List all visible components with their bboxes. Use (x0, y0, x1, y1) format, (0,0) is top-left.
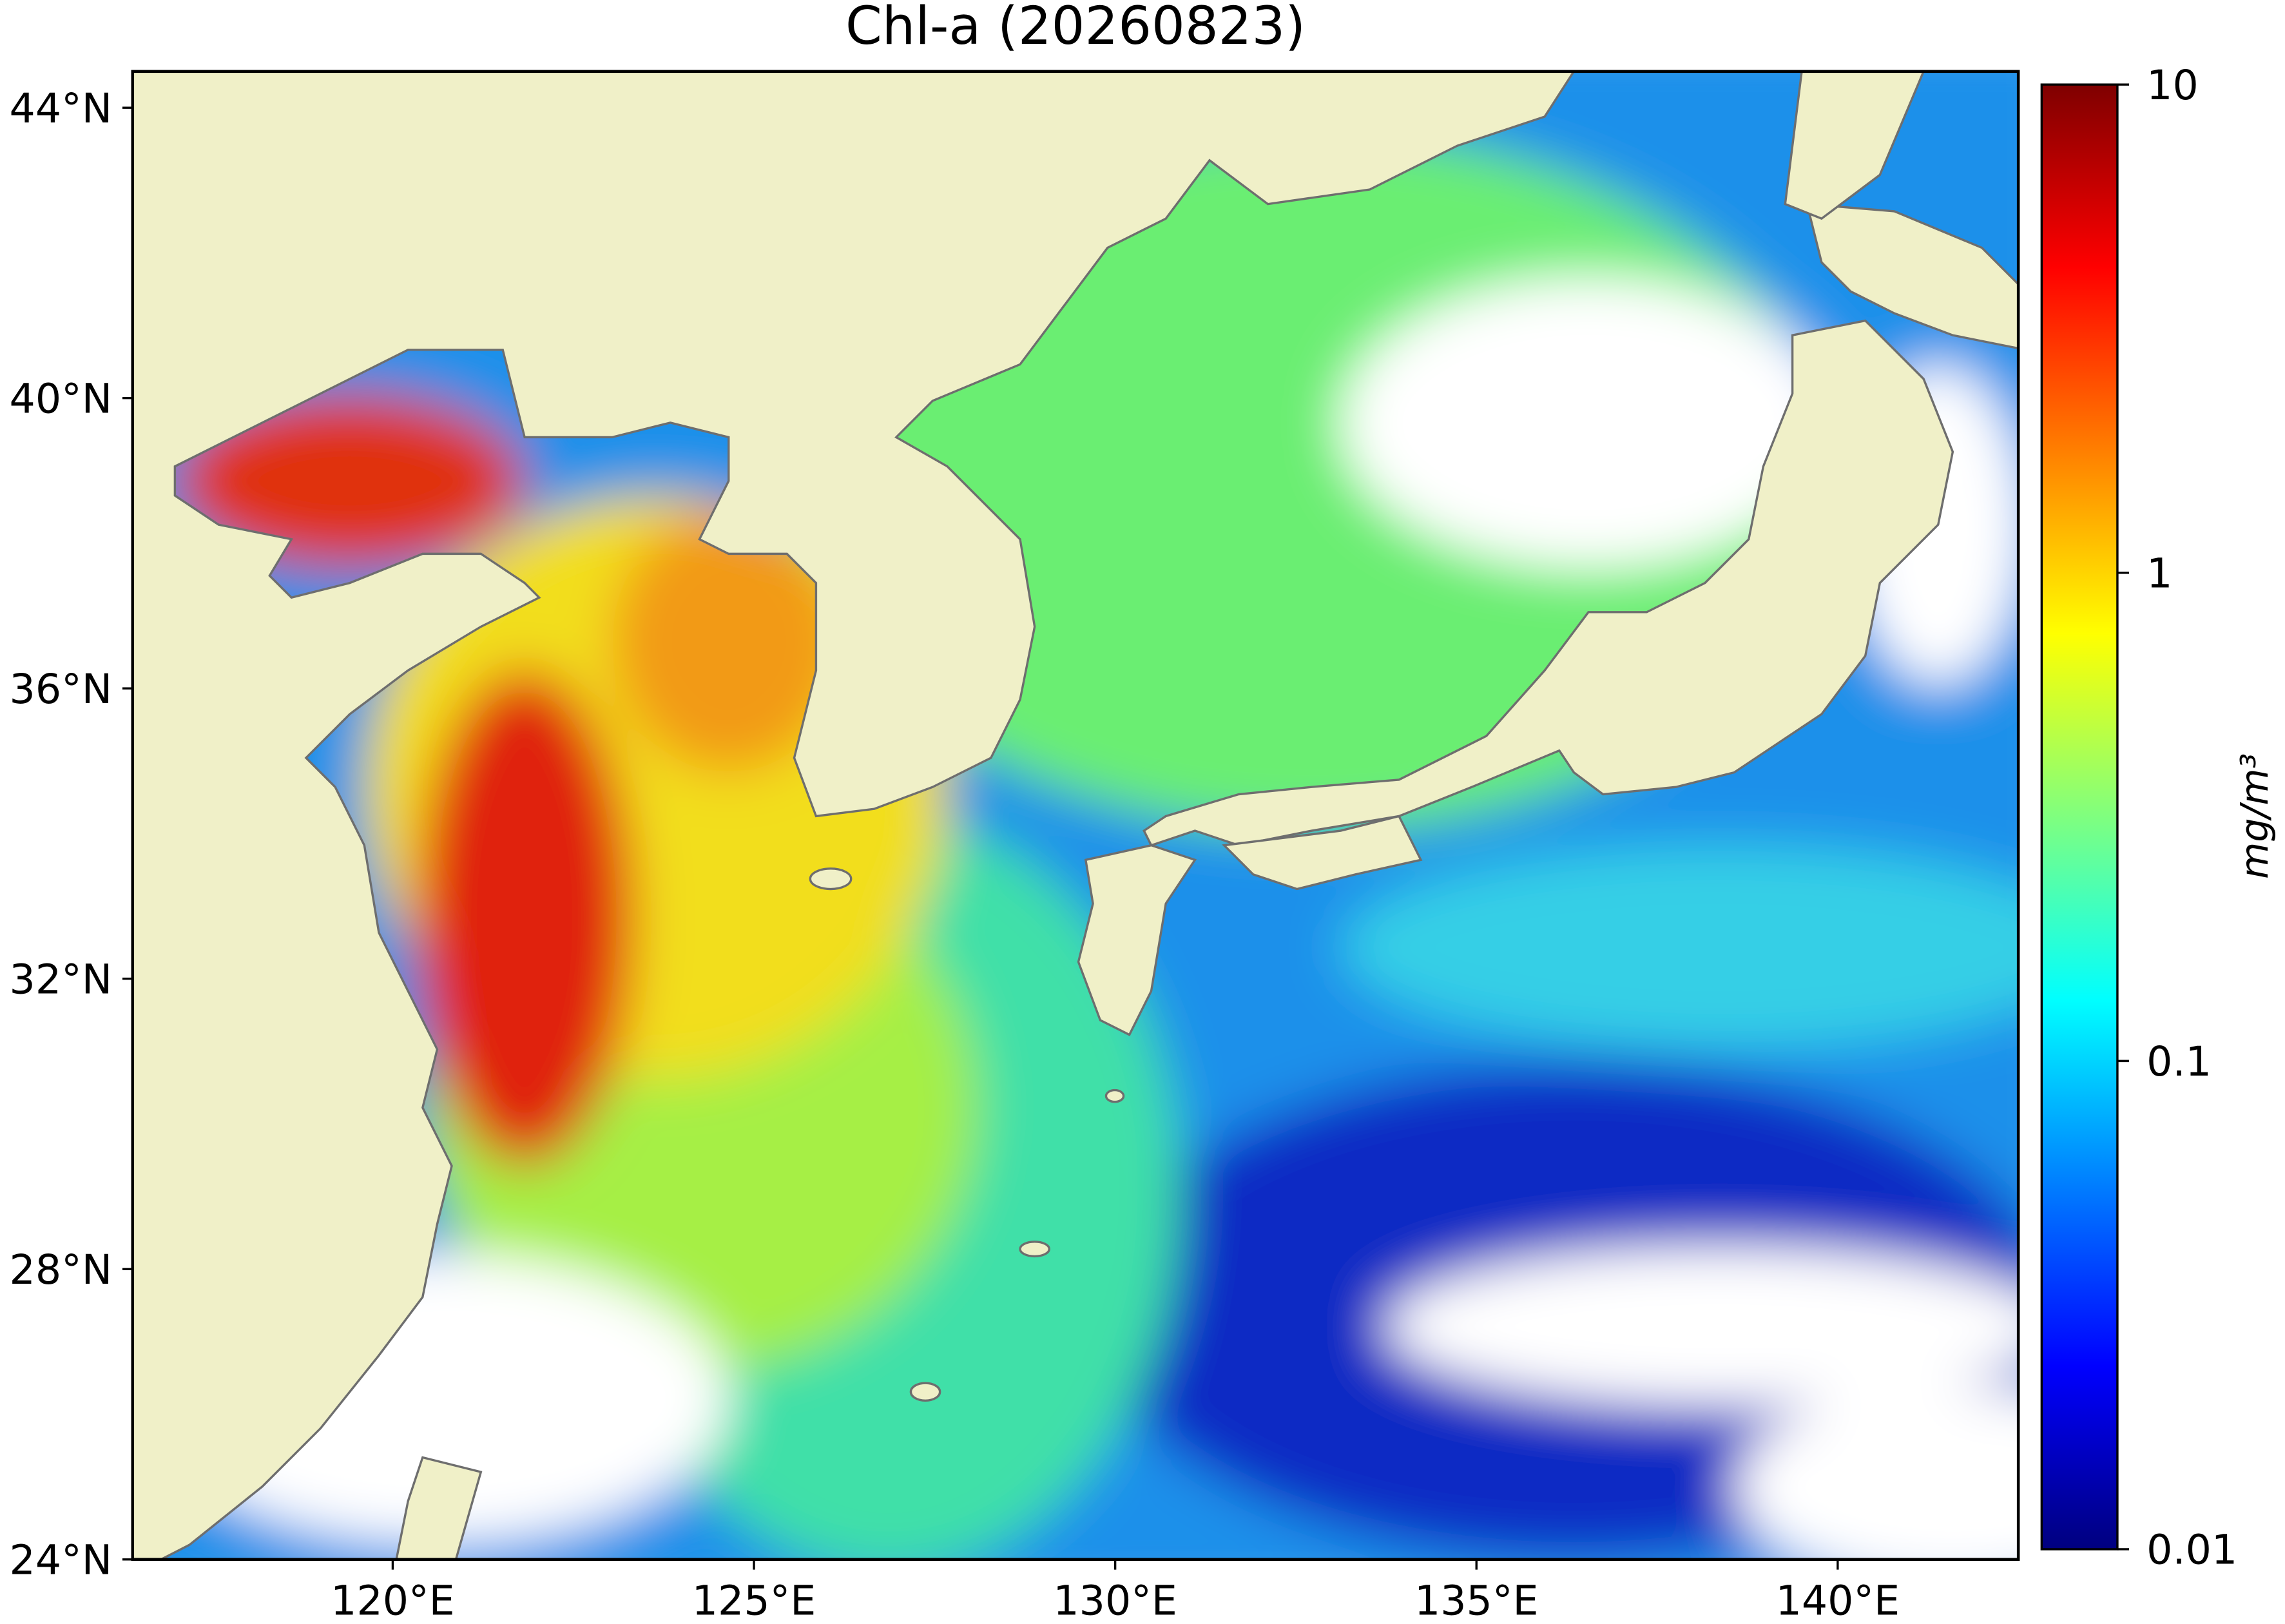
land-taiwan (395, 1456, 483, 1560)
land-jeju (809, 867, 853, 891)
y-tick-label: 44°N (10, 84, 113, 132)
title: Chl-a (20260823) (845, 0, 1306, 57)
land-hokkaido (1806, 202, 2019, 350)
cloud (1340, 276, 1837, 568)
land-island (909, 1382, 941, 1402)
x-tick-label: 130°E (1053, 1577, 1177, 1624)
colorbar-label: mg/m³ (2232, 753, 2277, 879)
colorbar (2040, 83, 2119, 1551)
colorbar-tick-label: 0.01 (2146, 1526, 2237, 1574)
y-tick-label: 32°N (10, 955, 113, 1003)
land-island (1019, 1241, 1050, 1258)
colorbar-tick-label: 1 (2146, 549, 2172, 597)
field-patch (612, 510, 845, 773)
field-patch (175, 393, 525, 568)
land (132, 71, 2019, 1560)
land-island (1104, 1088, 1125, 1103)
cloud (1384, 1246, 2019, 1407)
y-tick-label: 28°N (10, 1246, 113, 1293)
y-tick-label: 24°N (10, 1536, 113, 1583)
x-tick-label: 125°E (692, 1577, 816, 1624)
colorbar-tick-label: 10 (2146, 61, 2199, 109)
land-mainland (132, 71, 1576, 1560)
x-tick-label: 120°E (331, 1577, 455, 1624)
y-tick-label: 40°N (10, 374, 113, 422)
x-tick-label: 135°E (1414, 1577, 1539, 1624)
land-shikoku (1221, 815, 1423, 891)
field-patch (415, 670, 634, 1166)
map-area (132, 71, 2019, 1560)
colorbar-tick-label: 0.1 (2146, 1038, 2212, 1085)
x-tick-label: 140°E (1776, 1577, 1900, 1624)
y-tick-label: 36°N (10, 665, 113, 713)
map-frame (131, 70, 2020, 1561)
land-kyushu (1077, 844, 1197, 1036)
land-sakhalin (1784, 71, 1925, 220)
cloud (1734, 1384, 2019, 1560)
field-patch (1340, 845, 2019, 1050)
